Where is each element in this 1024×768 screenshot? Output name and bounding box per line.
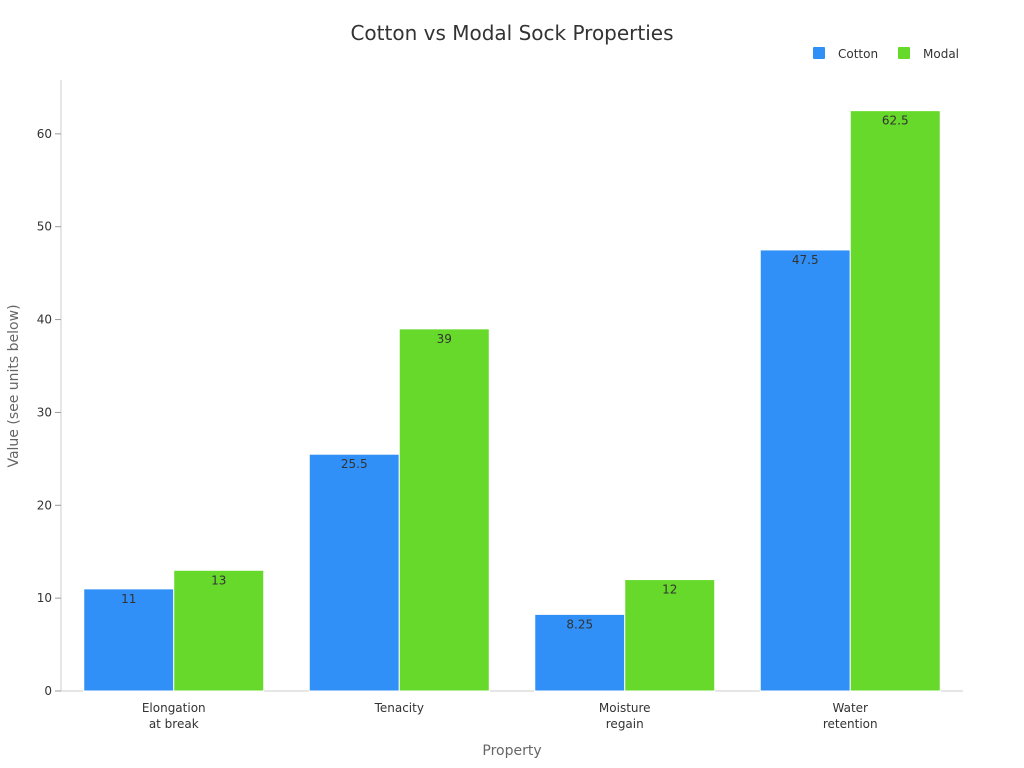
bar-cotton-1 [308, 453, 400, 692]
x-tick-label: regain [606, 717, 644, 731]
bar-cotton-3 [759, 249, 851, 692]
x-tick-label: Elongation [142, 701, 206, 715]
y-tick-label: 40 [37, 313, 52, 327]
bar-cotton-2 [534, 613, 626, 692]
y-tick-label: 10 [37, 591, 52, 605]
y-tick-label: 0 [44, 684, 52, 698]
x-tick-label: Water [833, 701, 869, 715]
y-axis-title: Value (see units below) [6, 304, 22, 467]
data-label-cotton-2: 8.25 [566, 617, 593, 631]
plot-area: 0 10 20 30 40 50 60 11 13 Elongation at break 25.5 3… [37, 80, 963, 731]
y-tick-label: 20 [37, 498, 52, 512]
legend-label-modal: Modal [923, 47, 959, 61]
bar-modal-0 [173, 569, 265, 692]
data-label-modal-0: 13 [211, 573, 226, 587]
legend-swatch-cotton [813, 47, 825, 59]
y-tick-label: 30 [37, 405, 52, 419]
legend-swatch-modal [898, 47, 910, 59]
data-label-cotton-1: 25.5 [341, 457, 368, 471]
x-tick-label: at break [149, 717, 199, 731]
x-tick-label: Moisture [599, 701, 651, 715]
x-tick-label: Tenacity [374, 701, 424, 715]
data-label-cotton-0: 11 [121, 592, 136, 606]
data-label-modal-1: 39 [437, 332, 452, 346]
bar-modal-2 [624, 579, 716, 692]
x-axis-title: Property [482, 743, 541, 759]
x-tick-label: retention [823, 717, 878, 731]
bar-modal-1 [398, 328, 490, 692]
data-label-cotton-3: 47.5 [792, 253, 819, 267]
legend-label-cotton: Cotton [838, 47, 878, 61]
y-tick-label: 50 [37, 220, 52, 234]
legend: Cotton Modal [813, 47, 959, 61]
y-tick-label: 60 [37, 127, 52, 141]
data-label-modal-2: 12 [662, 583, 677, 597]
data-label-modal-3: 62.5 [882, 114, 909, 128]
chart-title: Cotton vs Modal Sock Properties [350, 21, 673, 45]
bar-modal-3 [849, 110, 941, 692]
